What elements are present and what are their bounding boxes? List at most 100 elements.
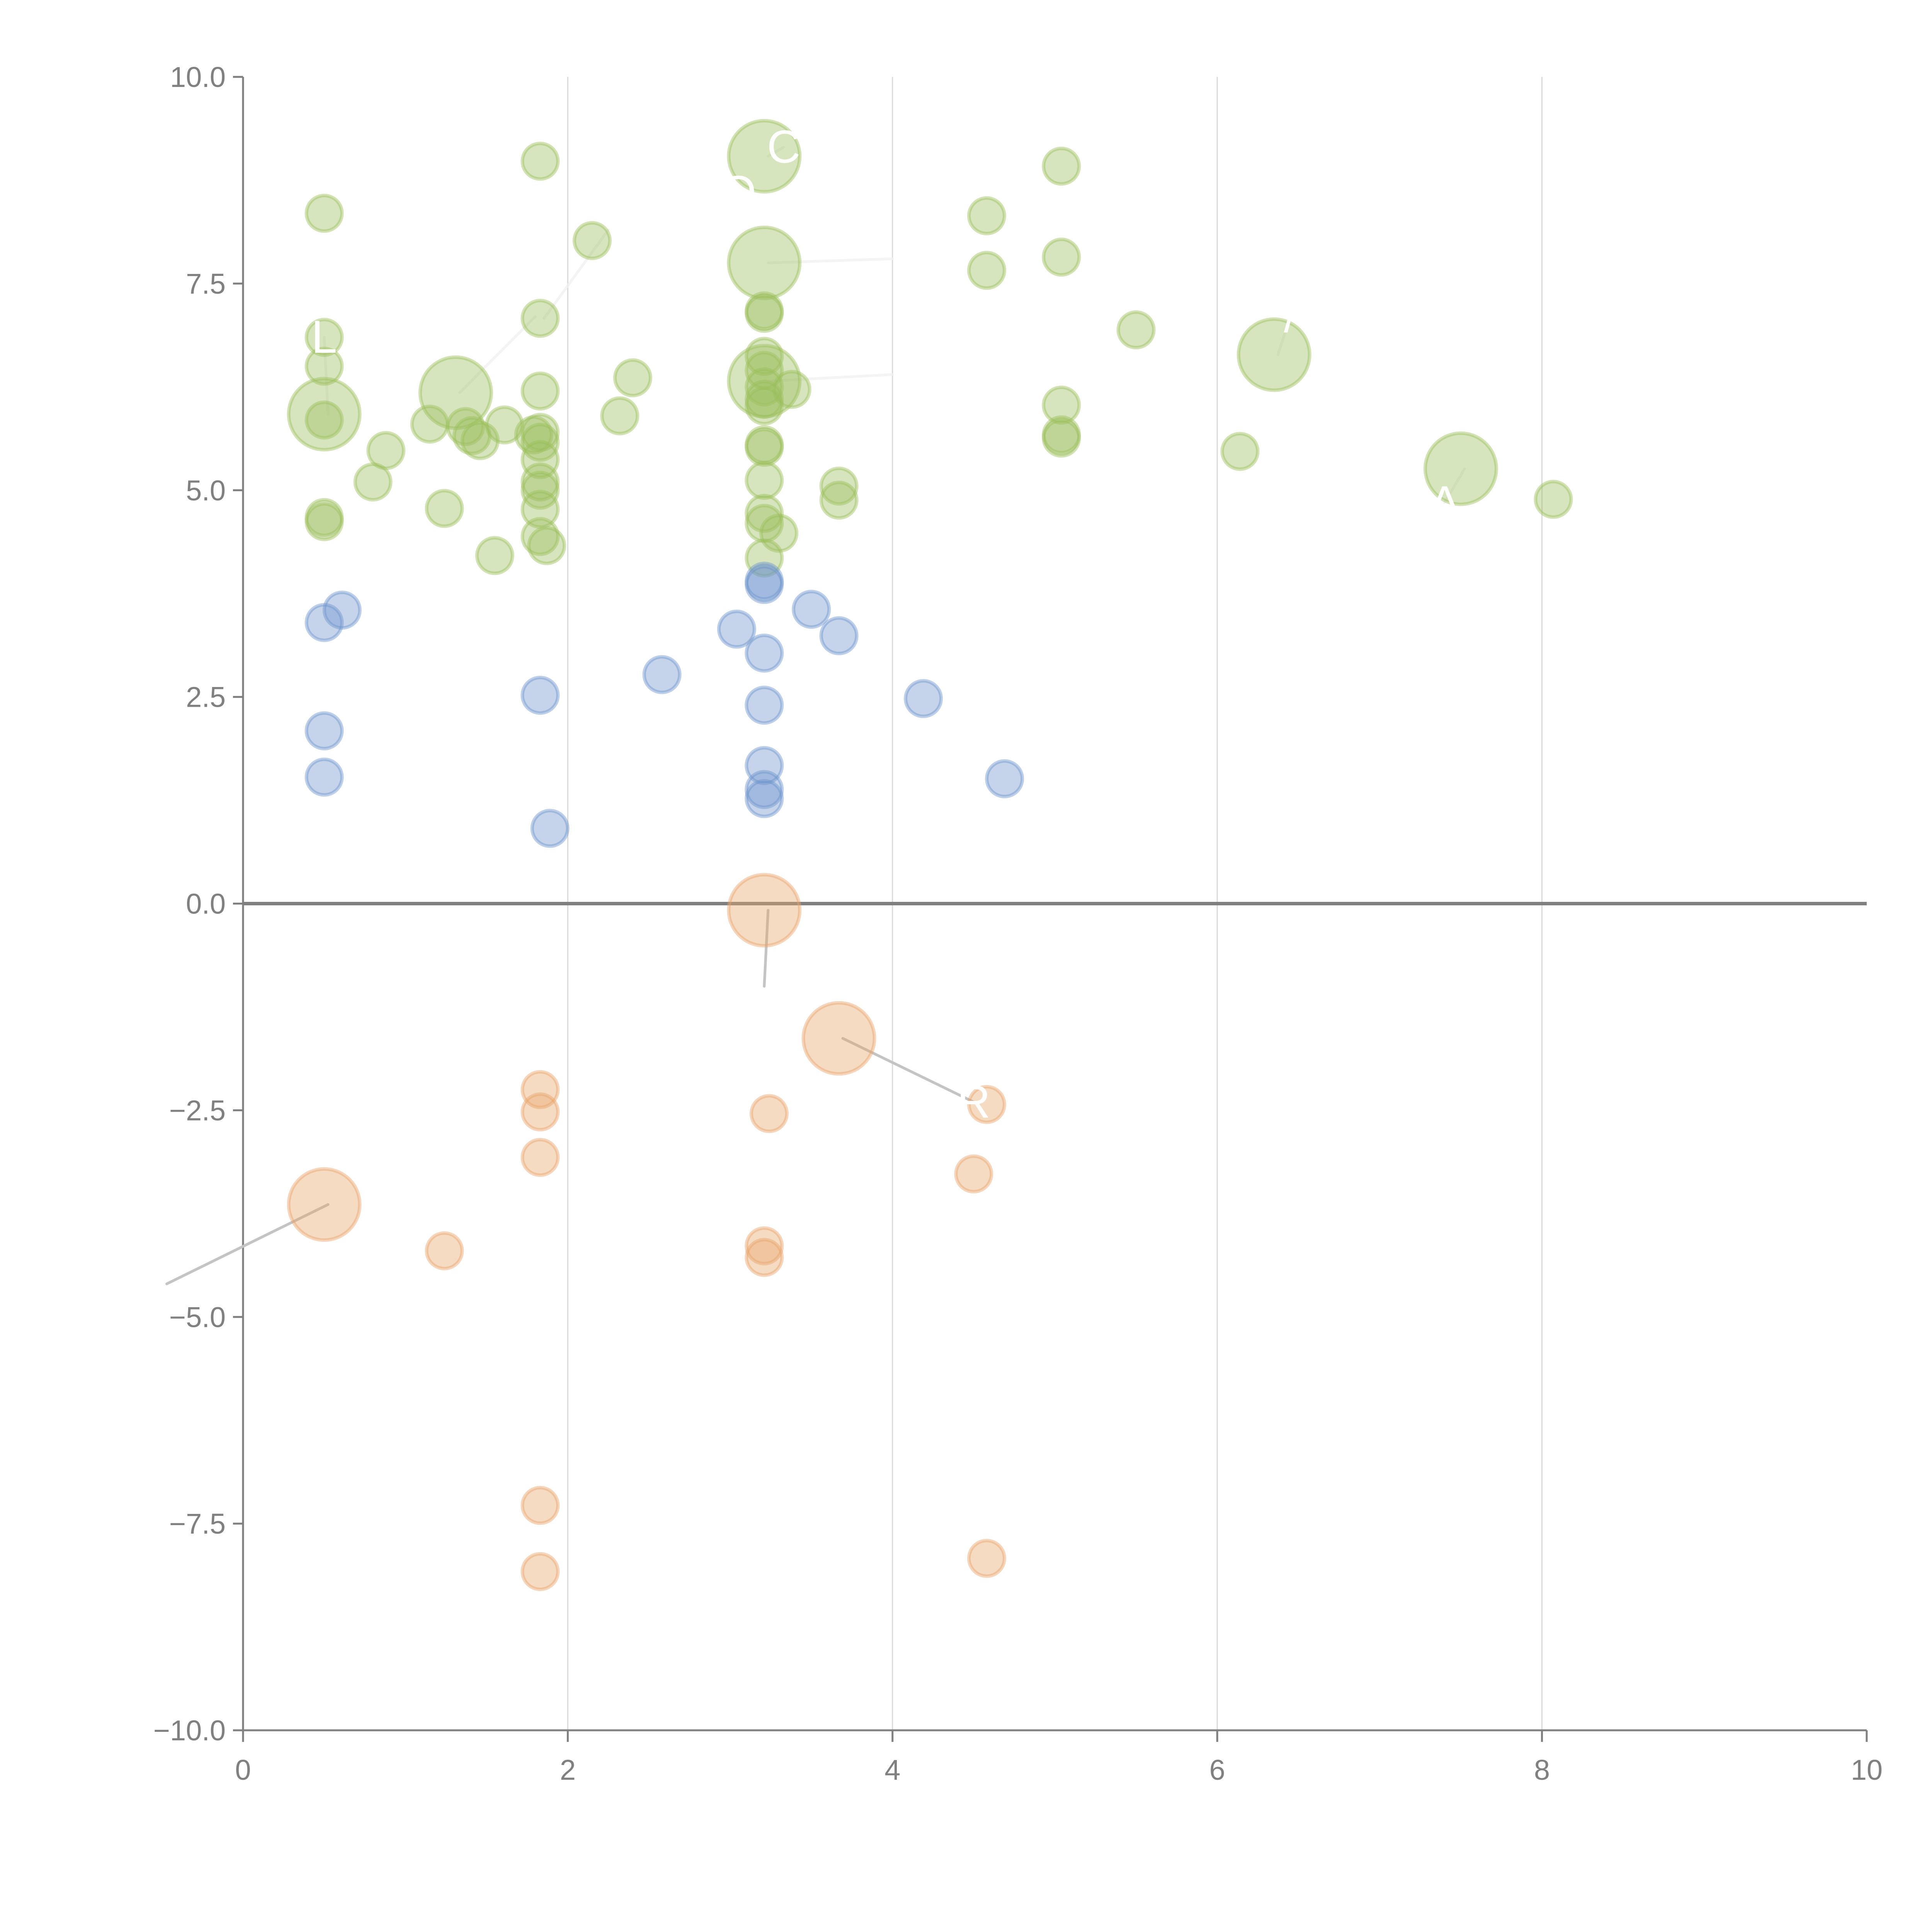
bubble-green bbox=[520, 517, 560, 556]
bubble-orange bbox=[520, 1070, 560, 1109]
bubble-green bbox=[418, 355, 493, 430]
label-connector bbox=[1443, 467, 1466, 504]
bubble-blue bbox=[745, 633, 784, 673]
bubble-green bbox=[1042, 146, 1081, 186]
bubble-orange bbox=[520, 1552, 560, 1591]
bubble-blue bbox=[745, 779, 784, 818]
bubble-blue bbox=[745, 565, 784, 604]
bubble-green bbox=[475, 536, 514, 575]
bubble-green bbox=[600, 396, 639, 435]
bubble-labels: CO L / A R bbox=[311, 121, 1460, 1128]
bubble-green bbox=[572, 221, 612, 260]
bubble-green bbox=[967, 251, 1007, 290]
bubble-label: C bbox=[767, 121, 801, 173]
bubble-green bbox=[353, 462, 393, 502]
label-connector bbox=[767, 373, 894, 383]
bubble-green bbox=[745, 494, 784, 533]
bubble-orange bbox=[520, 1092, 560, 1132]
x-tick-label: 8 bbox=[1534, 1754, 1550, 1786]
series-orange bbox=[287, 873, 1007, 1591]
bubbles bbox=[287, 119, 1573, 1591]
bubble-green bbox=[1042, 418, 1081, 458]
bubble-green bbox=[1534, 480, 1573, 519]
bubble-blue bbox=[717, 609, 756, 649]
bubble-green bbox=[446, 407, 485, 446]
bubble-orange bbox=[745, 1238, 784, 1277]
bubble-green bbox=[745, 538, 784, 578]
bubble-green bbox=[304, 498, 344, 537]
bubble-green bbox=[514, 415, 553, 454]
bubble-orange bbox=[967, 1539, 1007, 1578]
bubble-blue bbox=[985, 759, 1024, 798]
bubble-green bbox=[759, 514, 799, 553]
bubble-blue bbox=[530, 809, 570, 848]
bubble-green bbox=[520, 440, 560, 480]
bubble-green bbox=[1423, 431, 1498, 506]
bubble-orange bbox=[727, 873, 802, 948]
bubble-green bbox=[819, 466, 859, 506]
bubble-green bbox=[1042, 385, 1081, 425]
bubble-blue bbox=[792, 590, 831, 629]
bubble-blue bbox=[819, 616, 859, 655]
bubble-green bbox=[304, 400, 344, 440]
bubble-green bbox=[520, 413, 560, 452]
bubble-green bbox=[745, 337, 784, 376]
bubble-green bbox=[745, 425, 784, 464]
bubble-green bbox=[527, 526, 566, 565]
bubble-green bbox=[745, 503, 784, 543]
bubble-blue bbox=[304, 757, 344, 797]
y-tick-label: 5.0 bbox=[186, 474, 226, 507]
bubble-orange bbox=[425, 1231, 464, 1270]
bubble-green bbox=[520, 490, 560, 529]
bubble-orange bbox=[801, 1001, 876, 1076]
bubble-green bbox=[819, 480, 859, 520]
y-tick-label: −5.0 bbox=[169, 1301, 226, 1333]
bubble-orange bbox=[749, 1094, 789, 1133]
label-connector bbox=[767, 257, 894, 264]
bubble-blue bbox=[304, 711, 344, 750]
bubble-green bbox=[485, 405, 524, 445]
bubble-green bbox=[727, 344, 802, 418]
bubble-green bbox=[410, 405, 449, 444]
bubble-green bbox=[1042, 415, 1081, 454]
bubble-green bbox=[1220, 432, 1260, 471]
series-blue bbox=[304, 561, 1024, 848]
bubble-green bbox=[366, 431, 406, 470]
x-tick-label: 0 bbox=[235, 1754, 251, 1786]
label-connectors bbox=[165, 146, 1466, 1286]
y-tick-label: 2.5 bbox=[186, 681, 226, 713]
label-connector bbox=[323, 336, 330, 416]
bubble-blue bbox=[322, 590, 362, 630]
bubble-green bbox=[613, 358, 652, 398]
bubble-green bbox=[304, 347, 344, 386]
bubble-green bbox=[745, 379, 784, 419]
bubble-green bbox=[1116, 310, 1156, 350]
bubble-blue bbox=[904, 679, 943, 718]
bubble-green bbox=[745, 427, 784, 467]
bubble-green bbox=[460, 421, 500, 460]
bubble-orange bbox=[967, 1085, 1007, 1124]
y-tick-label: 7.5 bbox=[186, 268, 226, 300]
bubble-label: O bbox=[720, 167, 756, 218]
bubble-green bbox=[745, 461, 784, 500]
bubble-green bbox=[520, 141, 560, 181]
label-connector bbox=[763, 909, 770, 988]
bubble-green bbox=[745, 294, 784, 333]
bubble-green bbox=[304, 194, 344, 233]
bubble-green bbox=[520, 299, 560, 338]
y-tick-label: −2.5 bbox=[169, 1094, 226, 1126]
bubble-green bbox=[520, 371, 560, 411]
bubble-label: R bbox=[957, 1076, 991, 1128]
bubble-blue bbox=[745, 561, 784, 601]
bubble-green bbox=[745, 367, 784, 406]
label-connector bbox=[543, 228, 610, 320]
bubble-blue bbox=[745, 770, 784, 809]
bubble-green bbox=[745, 386, 784, 426]
label-connector bbox=[841, 1037, 975, 1104]
bubble-orange bbox=[287, 1167, 362, 1242]
label-connector bbox=[767, 146, 785, 158]
bubble-green bbox=[452, 416, 492, 456]
bubble-label: / bbox=[1284, 290, 1297, 342]
bubble-green bbox=[745, 351, 784, 390]
